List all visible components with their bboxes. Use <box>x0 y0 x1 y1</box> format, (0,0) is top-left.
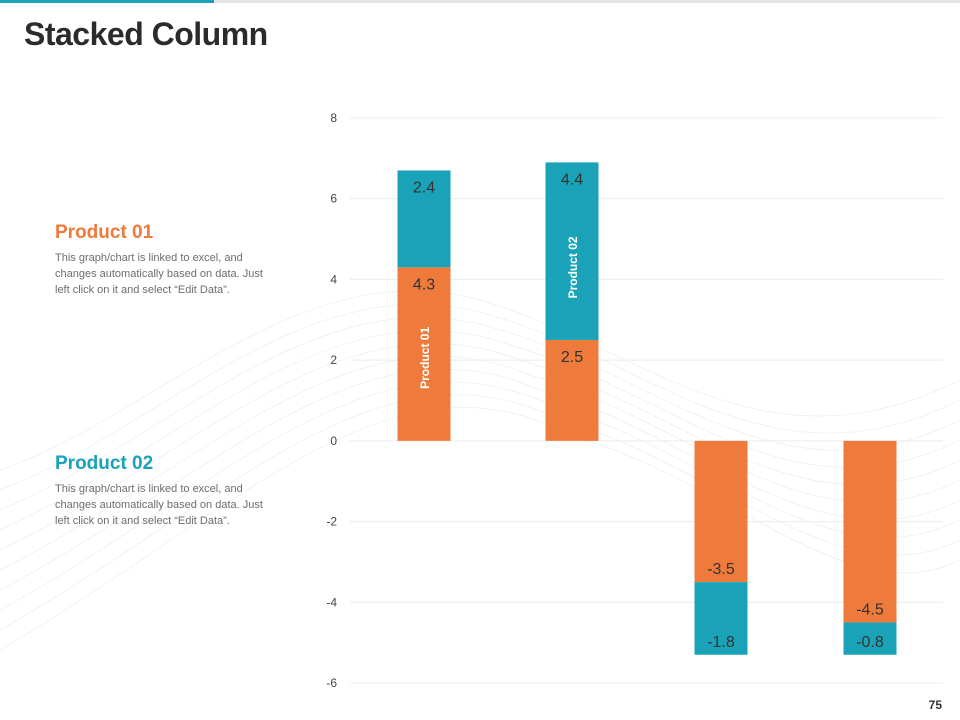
y-tick-label: -2 <box>326 515 337 529</box>
y-tick-label: 8 <box>330 111 337 125</box>
y-tick-label: -4 <box>326 595 337 609</box>
top-border-line <box>0 0 960 3</box>
data-label: -3.5 <box>707 561 735 578</box>
legend-product-01: Product 01 This graph/chart is linked to… <box>55 222 270 298</box>
legend-product-02-text: This graph/chart is linked to excel, and… <box>55 483 263 527</box>
legend-product-02-title: Product 02 <box>55 453 154 474</box>
data-label: 4.3 <box>413 276 435 293</box>
data-label: -1.8 <box>707 634 735 651</box>
bar-segment-series-2 <box>545 162 599 340</box>
bar-segment-series-2 <box>397 170 451 268</box>
bar-segment-series-2 <box>694 582 748 655</box>
data-label: -0.8 <box>856 634 884 651</box>
inline-series-label: Product 02 <box>566 236 580 298</box>
data-label: 2.5 <box>561 349 583 366</box>
legend-product-01-title: Product 01 <box>55 222 154 243</box>
bar-segment-series-1 <box>843 440 897 623</box>
bar-segment-series-1 <box>545 339 599 441</box>
y-tick-label: 4 <box>330 272 337 286</box>
y-tick-label: 0 <box>330 434 337 448</box>
bar-segment-series-2 <box>843 622 897 655</box>
legend-product-02: Product 02 This graph/chart is linked to… <box>55 453 270 529</box>
data-label: 2.4 <box>413 179 435 196</box>
slide-title: Stacked Column <box>24 16 268 52</box>
y-tick-label: 2 <box>330 353 337 367</box>
inline-series-label: Product 01 <box>418 327 432 389</box>
y-tick-label: 6 <box>330 192 337 206</box>
page-number: 75 <box>928 698 942 712</box>
top-accent-bar <box>0 0 214 3</box>
data-label: -4.5 <box>856 601 884 618</box>
y-tick-label: -6 <box>326 676 337 690</box>
bar-segment-series-1 <box>397 267 451 441</box>
legend-product-01-text: This graph/chart is linked to excel, and… <box>55 252 263 296</box>
data-label: 4.4 <box>561 171 583 188</box>
bar-segment-series-1 <box>694 440 748 583</box>
